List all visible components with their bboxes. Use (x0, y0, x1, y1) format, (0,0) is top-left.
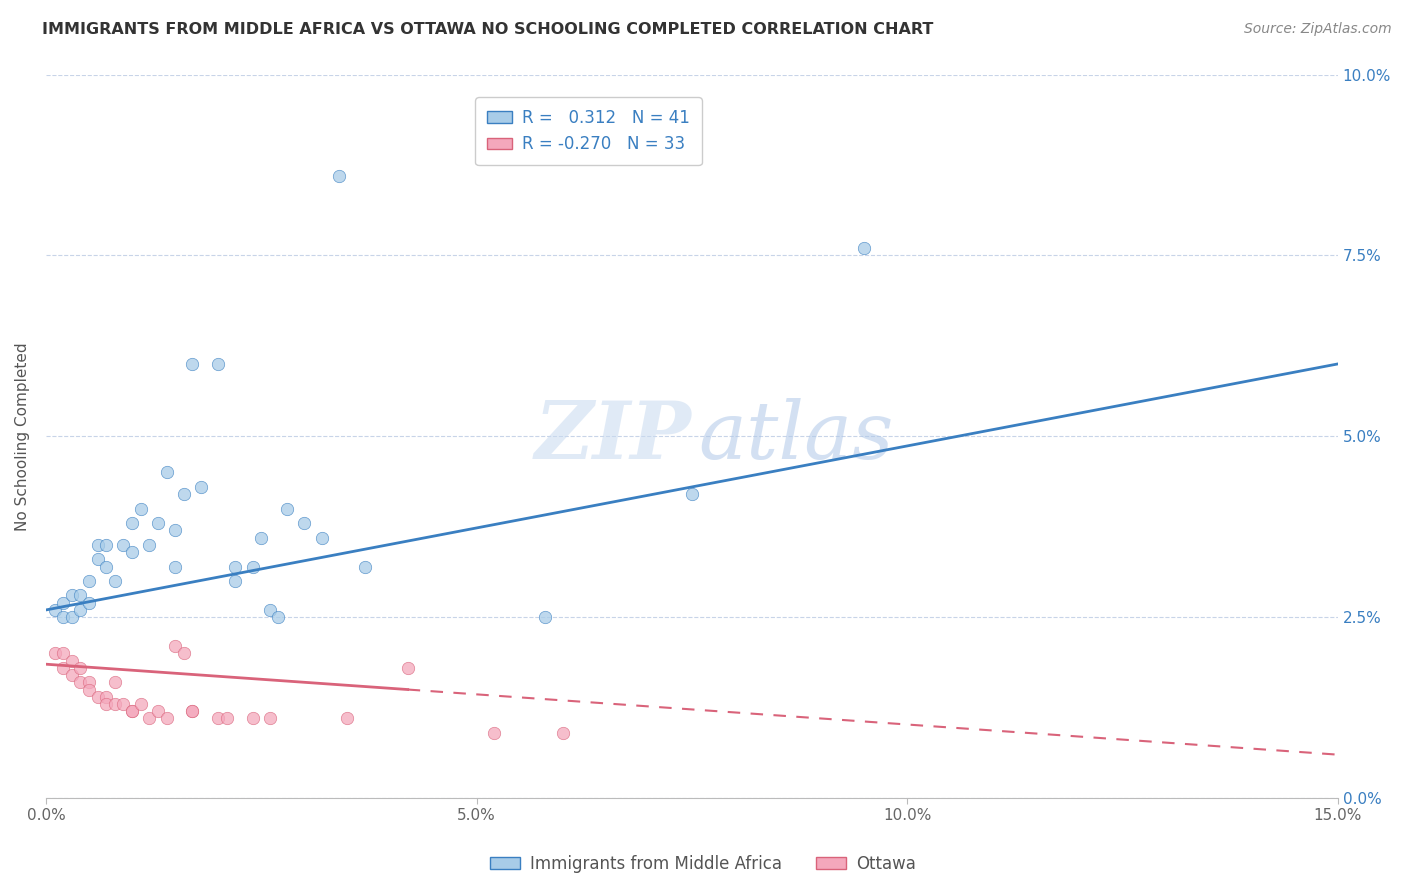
Point (173, 487, 195, 501)
Point (60, 654, 83, 668)
Point (215, 711, 238, 725)
Point (69, 589, 91, 603)
Point (129, 501, 152, 516)
Point (77, 675, 100, 690)
Point (121, 545, 143, 559)
Point (69, 661, 91, 675)
Point (396, 661, 419, 675)
Legend: Immigrants from Middle Africa, Ottawa: Immigrants from Middle Africa, Ottawa (484, 848, 922, 880)
Point (328, 169, 350, 183)
Point (259, 603, 281, 617)
Text: Source: ZipAtlas.com: Source: ZipAtlas.com (1244, 22, 1392, 37)
Point (165, 524, 187, 538)
Point (534, 610, 557, 624)
Point (224, 559, 246, 574)
Point (121, 704, 143, 718)
Point (96, 559, 118, 574)
Point (52, 646, 75, 660)
Point (104, 697, 127, 711)
Point (276, 501, 298, 516)
Point (60, 610, 83, 624)
Point (165, 639, 187, 653)
Point (112, 538, 135, 552)
Point (190, 480, 212, 494)
Point (146, 516, 169, 530)
Point (224, 574, 246, 588)
Y-axis label: No Schooling Completed: No Schooling Completed (15, 342, 30, 531)
Point (155, 466, 177, 480)
Point (267, 610, 290, 624)
Point (259, 711, 281, 725)
Text: atlas: atlas (699, 398, 894, 475)
Point (155, 711, 177, 725)
Point (129, 697, 152, 711)
Point (173, 646, 195, 660)
Point (292, 516, 315, 530)
Point (77, 682, 100, 697)
Point (77, 574, 100, 588)
Point (104, 574, 127, 588)
Point (551, 726, 574, 740)
Point (69, 603, 91, 617)
Point (207, 711, 229, 725)
Point (44, 646, 66, 660)
Point (121, 516, 143, 530)
Point (181, 357, 204, 371)
Text: IMMIGRANTS FROM MIDDLE AFRICA VS OTTAWA NO SCHOOLING COMPLETED CORRELATION CHART: IMMIGRANTS FROM MIDDLE AFRICA VS OTTAWA … (42, 22, 934, 37)
Point (336, 711, 359, 725)
Text: ZIP: ZIP (536, 398, 692, 475)
Legend: R =   0.312   N = 41, R = -0.270   N = 33: R = 0.312 N = 41, R = -0.270 N = 33 (475, 97, 702, 165)
Point (853, 241, 876, 255)
Point (353, 559, 375, 574)
Point (44, 603, 66, 617)
Point (121, 704, 143, 718)
Point (165, 559, 187, 574)
Point (60, 668, 83, 682)
Point (250, 531, 273, 545)
Point (311, 531, 333, 545)
Point (242, 711, 264, 725)
Point (482, 726, 505, 740)
Point (86, 552, 108, 566)
Point (104, 675, 127, 690)
Point (242, 559, 264, 574)
Point (86, 690, 108, 704)
Point (138, 711, 160, 725)
Point (96, 690, 118, 704)
Point (138, 538, 160, 552)
Point (146, 704, 169, 718)
Point (52, 610, 75, 624)
Point (86, 538, 108, 552)
Point (96, 538, 118, 552)
Point (96, 697, 118, 711)
Point (181, 704, 204, 718)
Point (69, 675, 91, 690)
Point (52, 661, 75, 675)
Point (52, 596, 75, 610)
Point (207, 357, 229, 371)
Point (60, 589, 83, 603)
Point (112, 697, 135, 711)
Point (77, 596, 100, 610)
Point (681, 487, 703, 501)
Point (181, 704, 204, 718)
